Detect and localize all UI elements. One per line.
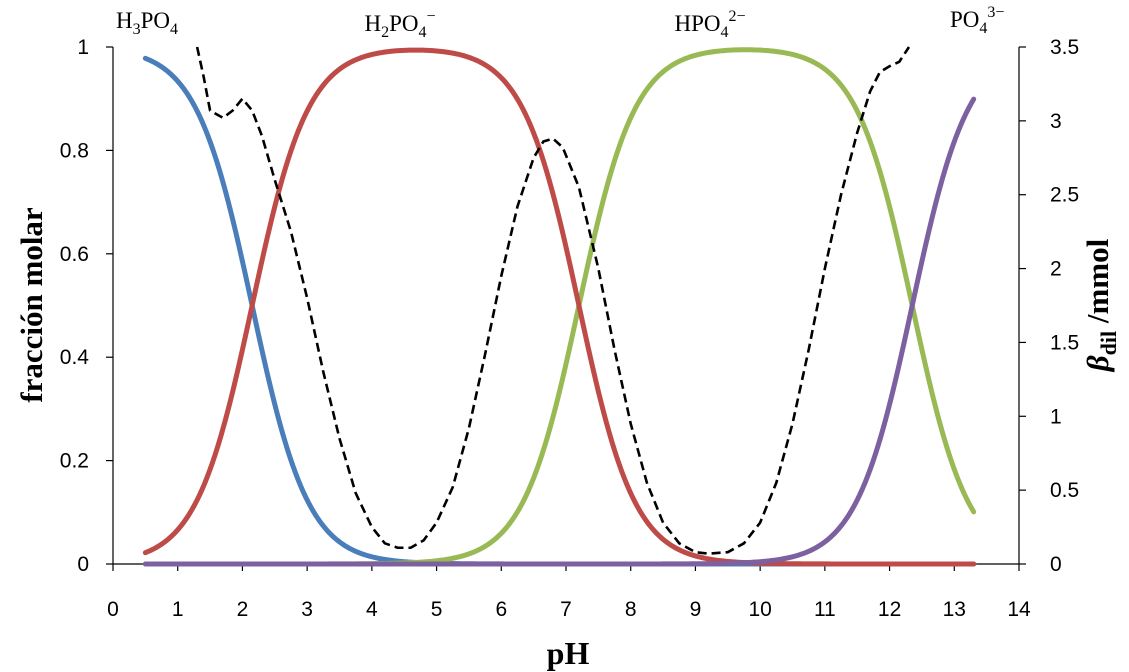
x-tick-label: 4 xyxy=(366,598,378,621)
y-right-tick-label: 2.5 xyxy=(1050,184,1079,207)
y-left-tick-label: 0.6 xyxy=(60,243,89,266)
y-right-tick-labels: 0 0.5 1 1.5 2 2.5 3 3.5 xyxy=(1019,36,1079,576)
y-right-axis-symbol: β xyxy=(1080,355,1115,372)
y-left-tick-label: 0.2 xyxy=(60,450,89,473)
species-label: PO43− xyxy=(950,4,1004,37)
x-tick-label: 6 xyxy=(495,598,507,621)
x-tick-label: 10 xyxy=(748,598,771,621)
x-axis-title: pH xyxy=(547,635,590,671)
y-left-tick-label: 0 xyxy=(77,553,89,576)
y-right-tick-label: 0 xyxy=(1050,553,1062,576)
y-right-axis-unit: /mmol xyxy=(1080,238,1115,331)
x-tick-label: 8 xyxy=(625,598,637,621)
y-left-tick-label: 1 xyxy=(77,36,89,59)
axes xyxy=(112,47,1020,565)
y-right-tick-label: 3 xyxy=(1050,110,1062,133)
y-right-axis-subscript: dil xyxy=(1096,331,1121,355)
series-lines xyxy=(142,46,977,567)
series-hpo4-line xyxy=(142,47,977,567)
x-tick-label: 1 xyxy=(172,598,184,621)
y-right-tick-label: 2 xyxy=(1050,258,1062,281)
x-tick-label: 14 xyxy=(1007,598,1031,621)
y-right-tick-label: 0.5 xyxy=(1050,479,1079,502)
x-tick-label: 5 xyxy=(431,598,443,621)
series-beta-dil-line xyxy=(195,46,911,555)
y-right-axis-title: βdil /mmol xyxy=(1080,238,1121,372)
y-right-tick-label: 3.5 xyxy=(1050,36,1079,59)
series-po4-line xyxy=(142,96,977,567)
x-tick-label: 9 xyxy=(690,598,702,621)
species-label: H2PO4− xyxy=(364,8,435,41)
y-left-tick-label: 0.8 xyxy=(60,139,89,162)
series-h3po4-line xyxy=(142,55,977,567)
series-h2po4-line xyxy=(142,47,977,567)
x-tick-label: 13 xyxy=(943,598,966,621)
y-left-tick-label: 0.4 xyxy=(60,346,90,369)
x-tick-label: 2 xyxy=(237,598,249,621)
x-tick-label: 3 xyxy=(301,598,313,621)
x-tick-label: 0 xyxy=(107,598,119,621)
x-tick-label: 7 xyxy=(560,598,572,621)
x-tick-label: 12 xyxy=(878,598,901,621)
species-label: HPO42− xyxy=(674,8,745,41)
y-right-tick-label: 1 xyxy=(1050,405,1062,428)
x-tick-label: 11 xyxy=(814,598,836,621)
x-tick-labels: 0 1 2 3 4 5 6 7 8 9 10 11 12 13 14 xyxy=(107,564,1031,621)
species-labels: H3PO4 H2PO4− HPO42− PO43− xyxy=(116,4,1004,41)
species-label: H3PO4 xyxy=(116,8,178,38)
y-right-tick-label: 1.5 xyxy=(1050,331,1079,354)
y-left-tick-labels: 0 0.2 0.4 0.6 0.8 1 xyxy=(60,36,113,576)
y-left-axis-title: fracción molar xyxy=(14,207,49,403)
